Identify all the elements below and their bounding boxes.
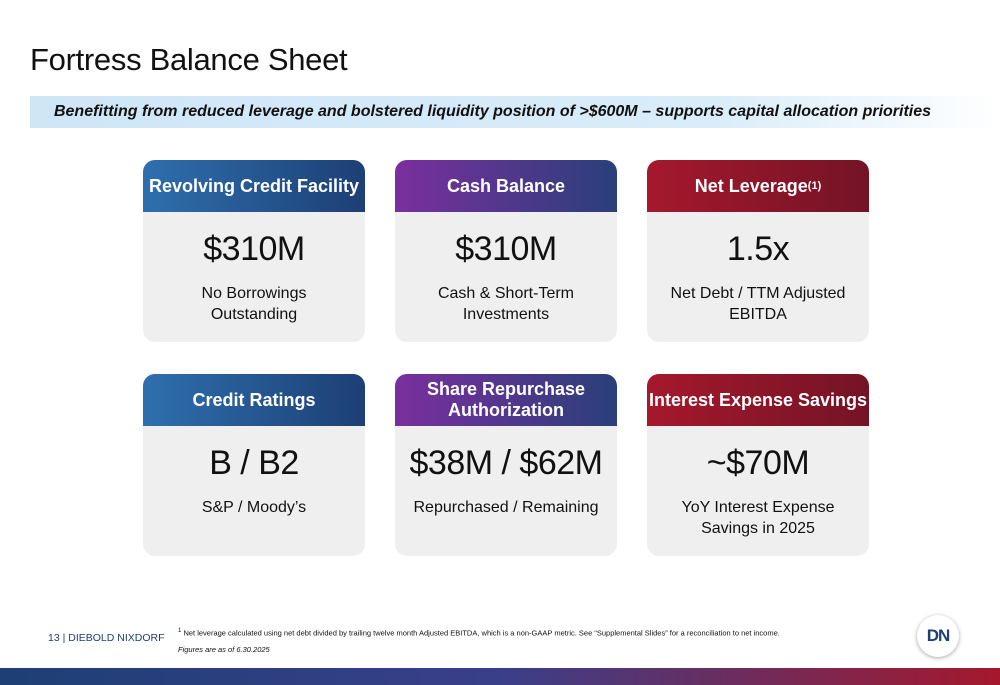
card-header: Share Repurchase Authorization: [395, 374, 617, 426]
card-title: Net Leverage: [694, 175, 808, 196]
card-header: Credit Ratings: [143, 374, 365, 426]
card: Cash Balance $310M Cash & Short-Term Invest…: [395, 160, 617, 342]
subtitle: Benefitting from reduced leverage and bo…: [53, 103, 932, 120]
description-line: No Borrowings: [201, 285, 307, 302]
description-line: Repurchased / Remaining: [413, 499, 599, 516]
logo: DN: [917, 615, 959, 657]
card-value: $310M: [455, 230, 557, 268]
footnote-text: Net leverage calculated using net debt d…: [183, 628, 780, 638]
banner: [30, 96, 1000, 128]
card: Share Repurchase Authorization $38M / $62…: [395, 374, 617, 556]
footnote-marker: 1: [178, 628, 182, 634]
card: Credit Ratings B / B2 S&P / Moody’s: [143, 374, 365, 556]
card-title: Cash Balance: [446, 175, 566, 196]
card-value: 1.5x: [726, 230, 790, 268]
card-description: Repurchased / Remaining: [395, 497, 617, 518]
card-value: $38M / $62M: [409, 444, 603, 482]
note: Figures are as of 6.30.2025: [178, 645, 270, 654]
footnote: 1 Net leverage calculated using net debt…: [178, 628, 780, 638]
card-title: Credit Ratings: [192, 389, 316, 410]
description-line: Investments: [462, 306, 550, 323]
card-value: $310M: [203, 230, 305, 268]
card-title: Revolving Credit Facility: [148, 175, 360, 196]
card-description: S&P / Moody’s: [143, 497, 365, 518]
description-line: Cash & Short-Term: [437, 285, 575, 302]
description-line: YoY Interest Expense: [681, 499, 835, 516]
card-title: Share Repurchase Authorization: [426, 379, 586, 420]
description-line: Outstanding: [210, 306, 298, 323]
card-title: Interest Expense Savings: [648, 389, 868, 410]
card-header: Cash Balance: [395, 160, 617, 212]
description-line: Savings in 2025: [701, 520, 815, 537]
card: Revolving Credit Facility $310M No Borrowi…: [143, 160, 365, 342]
card-description: YoY Interest Expense Savings in 2025: [647, 497, 869, 539]
card-description: Cash & Short-Term Investments: [395, 283, 617, 325]
page-footer: 13 | DIEBOLD NIXDORF: [48, 632, 165, 644]
card-description: No Borrowings Outstanding: [143, 283, 365, 325]
card-header: Net Leverage (1): [647, 160, 869, 212]
description-line: S&P / Moody’s: [201, 499, 307, 516]
bottom-bar: [0, 668, 1000, 685]
card-header: Interest Expense Savings: [647, 374, 869, 426]
card: Net Leverage (1) 1.5x Net Debt / TTM Adjust…: [647, 160, 869, 342]
description-line: EBITDA: [729, 306, 787, 323]
card-description: Net Debt / TTM Adjusted EBITDA: [647, 283, 869, 325]
slide-title: Fortress Balance Sheet: [30, 42, 348, 77]
card-header: Revolving Credit Facility: [143, 160, 365, 212]
card-value: B / B2: [209, 444, 299, 482]
card: Interest Expense Savings ~$70M YoY Interes…: [647, 374, 869, 556]
description-line: Net Debt / TTM Adjusted: [670, 285, 846, 302]
card-value: ~$70M: [706, 444, 810, 482]
